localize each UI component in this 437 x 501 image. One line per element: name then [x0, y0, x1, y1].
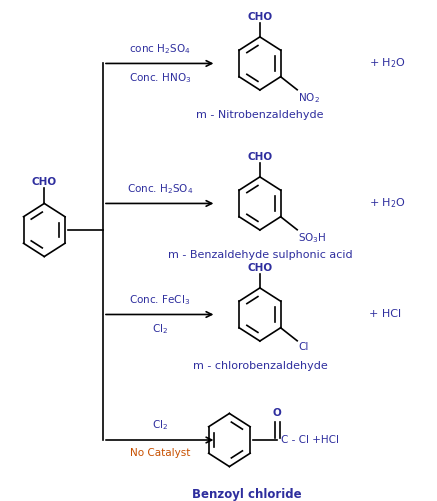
Text: CHO: CHO	[247, 264, 272, 274]
Text: Benzoyl chloride: Benzoyl chloride	[192, 488, 302, 501]
Text: m - Nitrobenzaldehyde: m - Nitrobenzaldehyde	[196, 110, 324, 120]
Text: NO$_2$: NO$_2$	[298, 91, 320, 105]
Text: Cl$_2$: Cl$_2$	[152, 322, 168, 336]
Text: CHO: CHO	[32, 177, 57, 187]
Text: CHO: CHO	[247, 152, 272, 162]
Text: CHO: CHO	[247, 13, 272, 23]
Text: O: O	[273, 408, 282, 418]
Text: m - Benzaldehyde sulphonic acid: m - Benzaldehyde sulphonic acid	[167, 250, 352, 261]
Text: No Catalyst: No Catalyst	[129, 448, 190, 458]
Text: + H$_2$O: + H$_2$O	[369, 57, 406, 70]
Text: Conc. H$_2$SO$_4$: Conc. H$_2$SO$_4$	[127, 182, 193, 196]
Text: + HCl: + HCl	[369, 310, 401, 320]
Text: + H$_2$O: + H$_2$O	[369, 196, 406, 210]
Text: Cl: Cl	[298, 342, 309, 352]
Text: conc H$_2$SO$_4$: conc H$_2$SO$_4$	[129, 42, 191, 56]
Text: SO$_3$H: SO$_3$H	[298, 231, 326, 244]
Text: Conc. FeCl$_3$: Conc. FeCl$_3$	[129, 293, 190, 307]
Text: m - chlorobenzaldehyde: m - chlorobenzaldehyde	[193, 361, 327, 371]
Text: Cl$_2$: Cl$_2$	[152, 418, 168, 432]
Text: C - Cl +HCl: C - Cl +HCl	[281, 435, 339, 445]
Text: Conc. HNO$_3$: Conc. HNO$_3$	[128, 71, 191, 85]
